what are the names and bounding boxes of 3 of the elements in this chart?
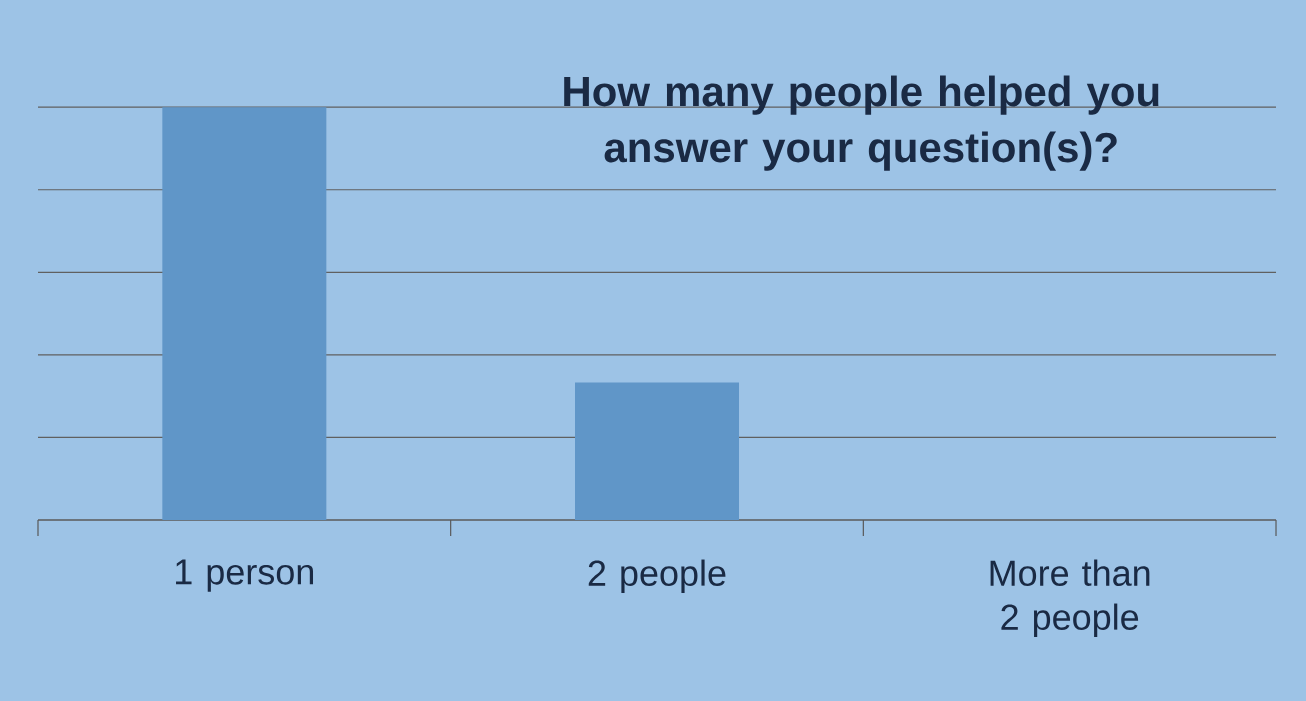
x-tick-label: More than 2 people xyxy=(990,559,1150,638)
x-tick-label: 1 person xyxy=(176,559,314,592)
x-tick-label: 2 people xyxy=(588,559,726,594)
